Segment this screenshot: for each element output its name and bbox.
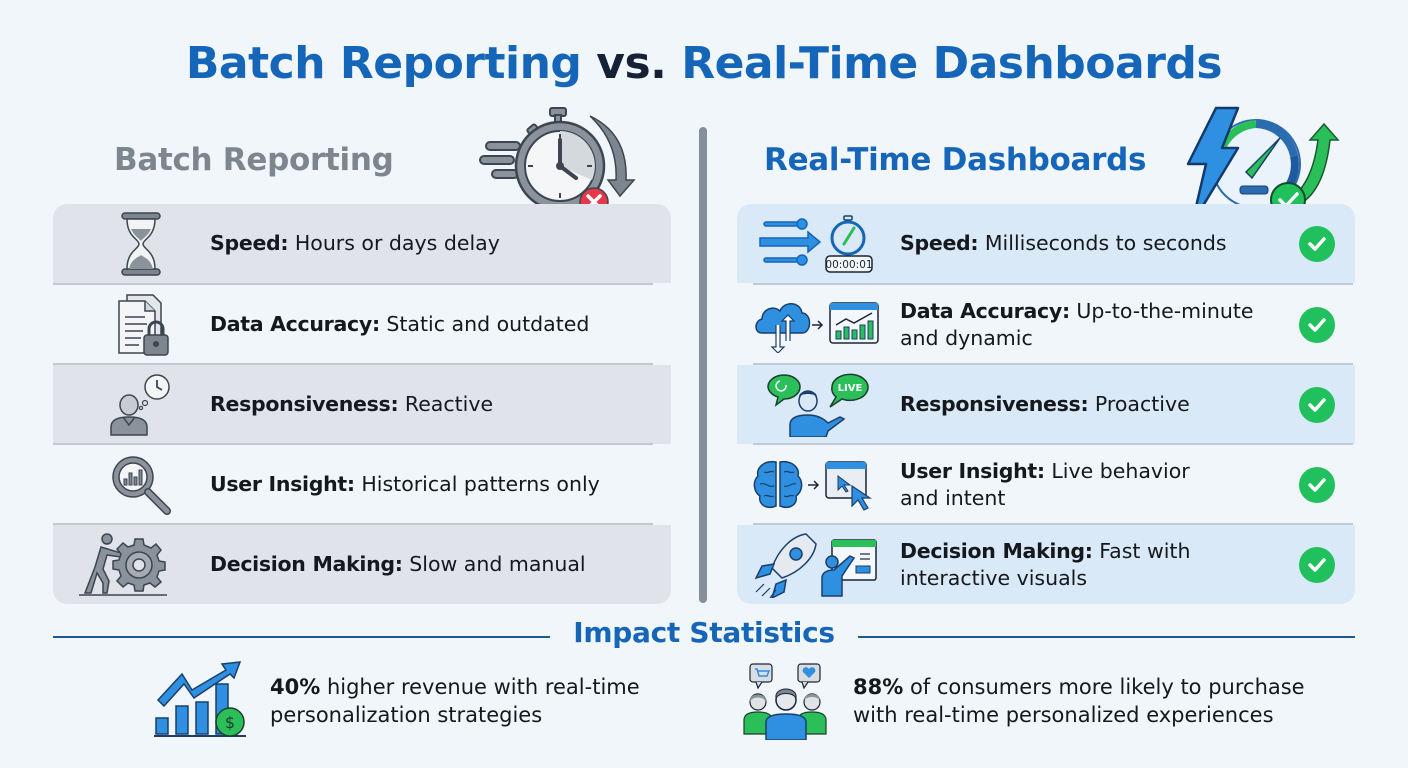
stat-consumers: 88% of consumers more likely to purchase…: [853, 675, 1305, 727]
title-batch: Batch Reporting: [185, 38, 582, 89]
row-separator: [753, 363, 1353, 365]
cloud-sync-to-chart-icon: [747, 285, 887, 364]
realtime-heading: Real-Time Dashboards: [764, 142, 1147, 178]
realtime-row-speed: 00:00:01 Speed: Milliseconds to seconds: [737, 204, 1355, 283]
batch-speed-text: Speed: Hours or days delay: [210, 231, 500, 255]
row-separator: [753, 443, 1353, 445]
batch-row-insight: User Insight: Historical patterns only: [53, 445, 671, 524]
batch-heading: Batch Reporting: [114, 142, 394, 178]
check-icon: [1299, 226, 1335, 262]
realtime-decision-text: Decision Making: Fast with interactive vi…: [900, 538, 1191, 590]
title-realtime: Real-Time Dashboards: [681, 38, 1223, 89]
row-separator: [53, 523, 653, 525]
column-divider: [699, 127, 707, 603]
realtime-accuracy-text: Data Accuracy: Up-to-the-minute and dynam…: [900, 298, 1254, 350]
realtime-panel: 00:00:01 Speed: Milliseconds to seconds …: [737, 204, 1355, 604]
rocket-presenter-icon: [747, 525, 887, 604]
check-icon: [1299, 467, 1335, 503]
impact-divider-left: [53, 636, 550, 638]
svg-text:00:00:01: 00:00:01: [825, 259, 872, 271]
check-icon: [1299, 387, 1335, 423]
batch-panel: Speed: Hours or days delay Data Accuracy…: [53, 204, 671, 604]
locked-document-icon: [73, 285, 209, 364]
realtime-insight-text: User Insight: Live behavior and intent: [900, 458, 1190, 510]
consumers-group-icon: [743, 663, 827, 740]
realtime-row-accuracy: Data Accuracy: Up-to-the-minute and dynam…: [737, 285, 1355, 364]
person-pushing-gear-icon: [77, 525, 169, 604]
batch-responsiveness-text: Responsiveness: Reactive: [210, 392, 494, 416]
magnifier-chart-icon: [73, 445, 209, 524]
batch-row-responsiveness: Responsiveness: Reactive: [53, 365, 671, 444]
impact-divider-right: [858, 636, 1355, 638]
person-live-chat-icon: LIVE: [747, 365, 887, 444]
batch-row-speed: Speed: Hours or days delay: [53, 204, 671, 283]
row-separator: [53, 443, 653, 445]
stat-revenue: 40% higher revenue with real-time persona…: [270, 675, 640, 727]
svg-text:$: $: [225, 713, 235, 732]
hourglass-icon: [73, 204, 209, 283]
realtime-row-insight: User Insight: Live behavior and intent: [737, 445, 1355, 524]
impact-heading: Impact Statistics: [573, 616, 835, 649]
check-icon: [1299, 547, 1335, 583]
growth-chart-dollar-icon: $: [154, 661, 246, 737]
fast-stopwatch-icon: 00:00:01: [747, 204, 887, 283]
slow-stopwatch-with-x-icon: [479, 107, 636, 217]
batch-decision-text: Decision Making: Slow and manual: [210, 552, 586, 576]
brain-to-cursor-icon: [747, 445, 887, 524]
page-title: Batch Reporting vs. Real-Time Dashboards: [0, 38, 1408, 89]
row-separator: [53, 283, 653, 285]
realtime-row-decision: Decision Making: Fast with interactive vi…: [737, 525, 1355, 604]
svg-text:LIVE: LIVE: [838, 383, 863, 394]
row-separator: [753, 523, 1353, 525]
realtime-row-responsiveness: LIVE Responsiveness: Proactive: [737, 365, 1355, 444]
batch-accuracy-text: Data Accuracy: Static and outdated: [210, 312, 590, 336]
batch-row-decision: Decision Making: Slow and manual: [53, 525, 671, 604]
batch-insight-text: User Insight: Historical patterns only: [210, 472, 600, 496]
batch-row-accuracy: Data Accuracy: Static and outdated: [53, 285, 671, 364]
row-separator: [753, 283, 1353, 285]
thinking-person-clock-icon: [73, 365, 209, 444]
check-icon: [1299, 307, 1335, 343]
row-separator: [53, 363, 653, 365]
title-vs: vs.: [596, 38, 667, 89]
realtime-responsiveness-text: Responsiveness: Proactive: [900, 392, 1190, 416]
realtime-speed-text: Speed: Milliseconds to seconds: [900, 231, 1227, 255]
